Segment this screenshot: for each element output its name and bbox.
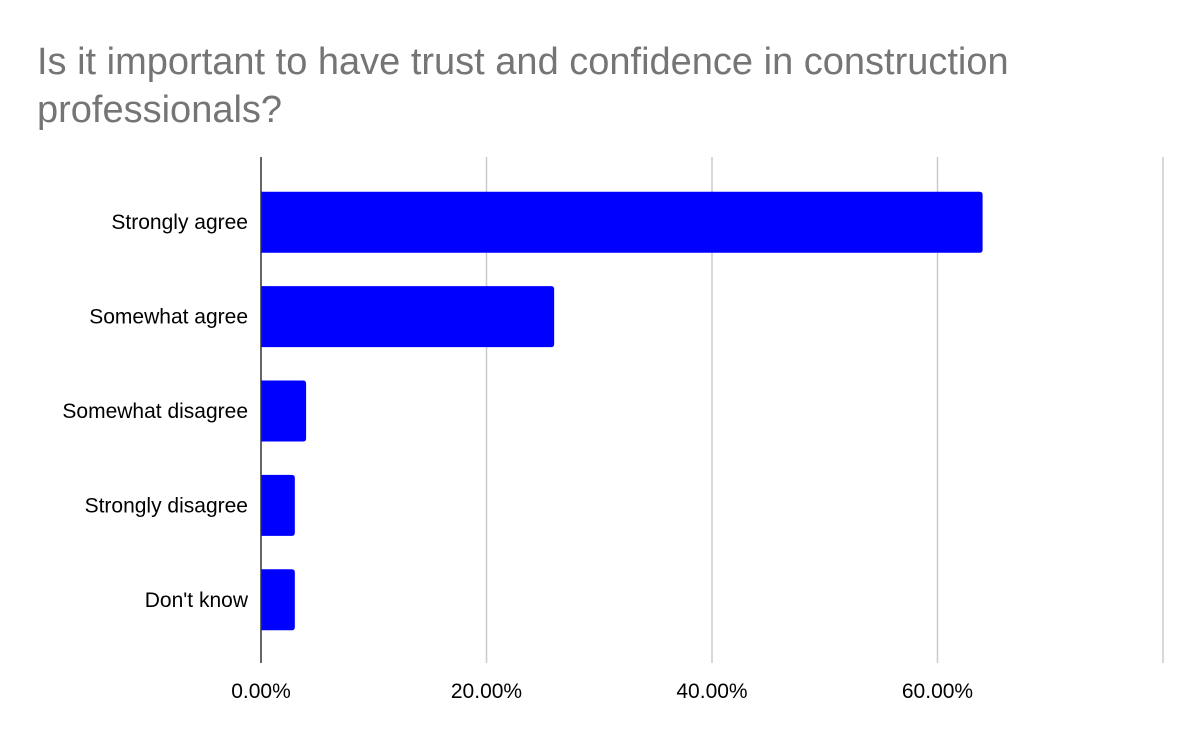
bars bbox=[261, 191, 983, 631]
category-label: Strongly agree bbox=[111, 211, 248, 234]
category-label: Don't know bbox=[145, 589, 249, 612]
bar bbox=[261, 380, 307, 442]
x-tick-label: 60.00% bbox=[902, 680, 973, 703]
category-label: Somewhat disagree bbox=[62, 400, 248, 423]
chart-title: Is it important to have trust and confid… bbox=[37, 41, 1009, 131]
category-label: Somewhat agree bbox=[89, 306, 248, 329]
category-label: Strongly disagree bbox=[85, 494, 248, 517]
bar bbox=[261, 286, 555, 348]
x-tick-label: 40.00% bbox=[676, 680, 747, 703]
x-tick-labels: 0.00% 20.00% 40.00% 60.00% bbox=[231, 680, 973, 703]
x-tick-label: 20.00% bbox=[451, 680, 522, 703]
x-tick-label: 0.00% bbox=[231, 680, 291, 703]
bar bbox=[261, 474, 295, 536]
category-labels: Strongly agree Somewhat agree Somewhat dis… bbox=[62, 211, 248, 612]
bar bbox=[261, 191, 983, 253]
bar bbox=[261, 569, 295, 631]
